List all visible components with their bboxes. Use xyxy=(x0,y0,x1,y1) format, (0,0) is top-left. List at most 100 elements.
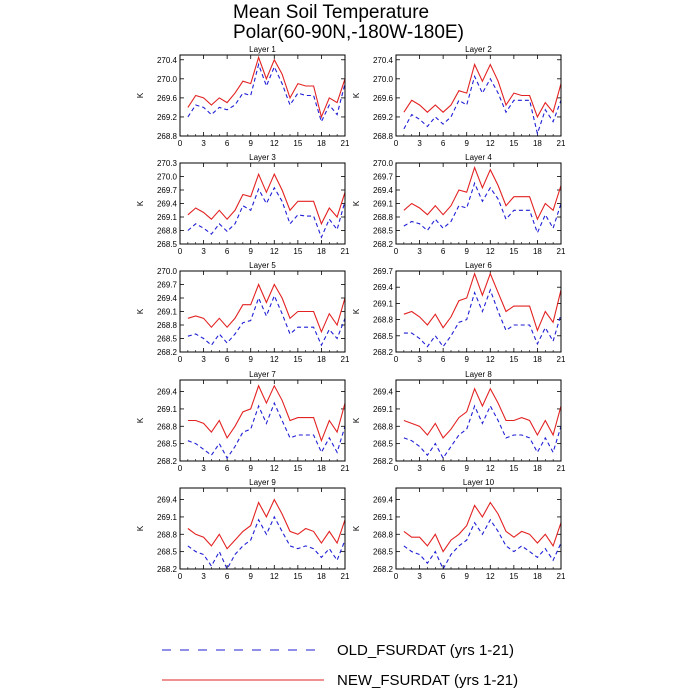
x-tick-label: 18 xyxy=(533,247,542,256)
y-tick-label: 270.0 xyxy=(157,173,178,182)
series-line-new xyxy=(187,55,346,119)
series-line-new xyxy=(187,498,346,550)
x-tick-label: 3 xyxy=(417,464,422,473)
series-line-new xyxy=(403,501,562,553)
panel-layer-9: Layer 9 K 0 3 6 9 12 15 18 21 268.2 268.5 268.8 269.1… xyxy=(136,478,350,581)
panel-grid: Layer 1 K 0 3 6 9 12 15 18 21 268.8 269.2 269.6 270.0… xyxy=(136,45,566,581)
plot-frame xyxy=(179,379,346,462)
x-tick-label: 12 xyxy=(270,247,279,256)
series-line-old xyxy=(187,62,346,124)
x-tick-label: 9 xyxy=(464,464,469,473)
x-tick-label: 12 xyxy=(486,355,495,364)
x-tick-label: 21 xyxy=(557,464,566,473)
panel-title: Layer 1 xyxy=(249,45,276,54)
y-tick-label: 268.8 xyxy=(373,213,394,222)
series-line-old xyxy=(403,74,562,136)
x-tick-label: 9 xyxy=(248,247,253,256)
y-tick-label: 269.4 xyxy=(373,283,394,292)
y-axis-label: K xyxy=(136,308,145,314)
y-tick-label: 268.5 xyxy=(157,335,178,344)
x-tick-label: 0 xyxy=(178,572,183,581)
x-tick-label: 3 xyxy=(417,247,422,256)
panel-title: Layer 7 xyxy=(249,370,276,379)
x-tick-label: 15 xyxy=(293,355,302,364)
y-tick-label: 268.2 xyxy=(157,348,178,357)
panel-title: Layer 5 xyxy=(249,261,276,270)
series-line-old xyxy=(187,401,346,460)
x-tick-label: 6 xyxy=(441,247,446,256)
y-axis-label: K xyxy=(136,92,145,98)
legend-label: NEW_FSURDAT (yrs 1-21) xyxy=(337,672,518,689)
x-tick-label: 21 xyxy=(557,572,566,581)
x-tick-label: 12 xyxy=(486,464,495,473)
y-tick-label: 268.2 xyxy=(373,457,394,466)
y-tick-label: 268.8 xyxy=(157,132,178,141)
x-tick-label: 0 xyxy=(394,572,399,581)
x-tick-label: 21 xyxy=(341,464,350,473)
panel-layer-6: Layer 6 K 0 3 6 9 12 15 18 21 268.2 268.5 268.8 269.1… xyxy=(352,261,566,364)
x-tick-label: 6 xyxy=(225,139,230,148)
x-tick-label: 18 xyxy=(533,572,542,581)
y-tick-label: 269.4 xyxy=(157,388,178,397)
panel-layer-5: Layer 5 K 0 3 6 9 12 15 18 21 268.2 268.5 268.8 269.1… xyxy=(136,261,350,364)
y-tick-label: 268.5 xyxy=(373,227,394,236)
series-line-new xyxy=(187,384,346,443)
y-tick-label: 268.2 xyxy=(373,240,394,249)
x-tick-label: 9 xyxy=(464,139,469,148)
y-tick-label: 268.5 xyxy=(157,548,178,557)
x-tick-label: 3 xyxy=(201,572,206,581)
y-tick-label: 269.7 xyxy=(373,173,394,182)
panel-title: Layer 6 xyxy=(465,261,492,270)
x-tick-label: 12 xyxy=(270,572,279,581)
x-tick-label: 15 xyxy=(509,247,518,256)
x-tick-label: 6 xyxy=(441,464,446,473)
x-tick-label: 18 xyxy=(317,139,326,148)
plot-frame xyxy=(395,487,562,570)
x-tick-label: 18 xyxy=(317,572,326,581)
y-axis-label: K xyxy=(136,525,145,531)
x-tick-label: 3 xyxy=(201,247,206,256)
x-tick-label: 15 xyxy=(293,139,302,148)
legend-entry-1: OLD_FSURDAT (yrs 1-21) xyxy=(162,642,514,659)
x-tick-label: 0 xyxy=(394,464,399,473)
plot-frame xyxy=(179,487,346,570)
y-tick-label: 269.2 xyxy=(373,113,394,122)
y-tick-label: 268.8 xyxy=(157,321,178,330)
plot-frame xyxy=(395,54,562,137)
x-tick-label: 0 xyxy=(394,247,399,256)
x-tick-label: 18 xyxy=(533,355,542,364)
x-tick-label: 6 xyxy=(225,355,230,364)
panel-title: Layer 8 xyxy=(465,370,492,379)
series-line-old xyxy=(187,186,346,239)
y-axis-label: K xyxy=(352,92,361,98)
x-tick-label: 15 xyxy=(293,572,302,581)
plot-frame xyxy=(179,54,346,137)
panel-layer-8: Layer 8 K 0 3 6 9 12 15 18 21 268.2 268.5 268.8 269.1… xyxy=(352,370,566,473)
series-line-new xyxy=(187,172,346,226)
x-tick-label: 3 xyxy=(201,355,206,364)
y-tick-label: 269.1 xyxy=(157,213,178,222)
y-tick-label: 269.2 xyxy=(157,113,178,122)
x-tick-label: 0 xyxy=(394,355,399,364)
x-tick-label: 0 xyxy=(178,247,183,256)
y-tick-label: 269.7 xyxy=(157,281,178,290)
y-tick-label: 269.4 xyxy=(157,496,178,505)
x-tick-label: 3 xyxy=(417,572,422,581)
y-tick-label: 269.4 xyxy=(157,200,178,209)
panel-title: Layer 10 xyxy=(463,478,495,487)
panel-layer-7: Layer 7 K 0 3 6 9 12 15 18 21 268.2 268.5 268.8 269.1… xyxy=(136,370,350,473)
panel-title: Layer 9 xyxy=(249,478,276,487)
y-tick-label: 269.1 xyxy=(373,299,394,308)
y-tick-label: 269.1 xyxy=(157,513,178,522)
plot-frame xyxy=(395,162,562,245)
panel-layer-1: Layer 1 K 0 3 6 9 12 15 18 21 268.8 269.2 269.6 270.0… xyxy=(136,45,350,148)
panel-layer-10: Layer 10 K 0 3 6 9 12 15 18 21 268.2 268.5 268.8 269.… xyxy=(352,478,566,581)
x-tick-label: 18 xyxy=(533,139,542,148)
x-tick-label: 3 xyxy=(417,139,422,148)
x-tick-label: 9 xyxy=(464,572,469,581)
y-tick-label: 270.4 xyxy=(157,56,178,65)
x-tick-label: 12 xyxy=(270,464,279,473)
plot-frame xyxy=(395,270,562,353)
x-tick-label: 18 xyxy=(317,464,326,473)
